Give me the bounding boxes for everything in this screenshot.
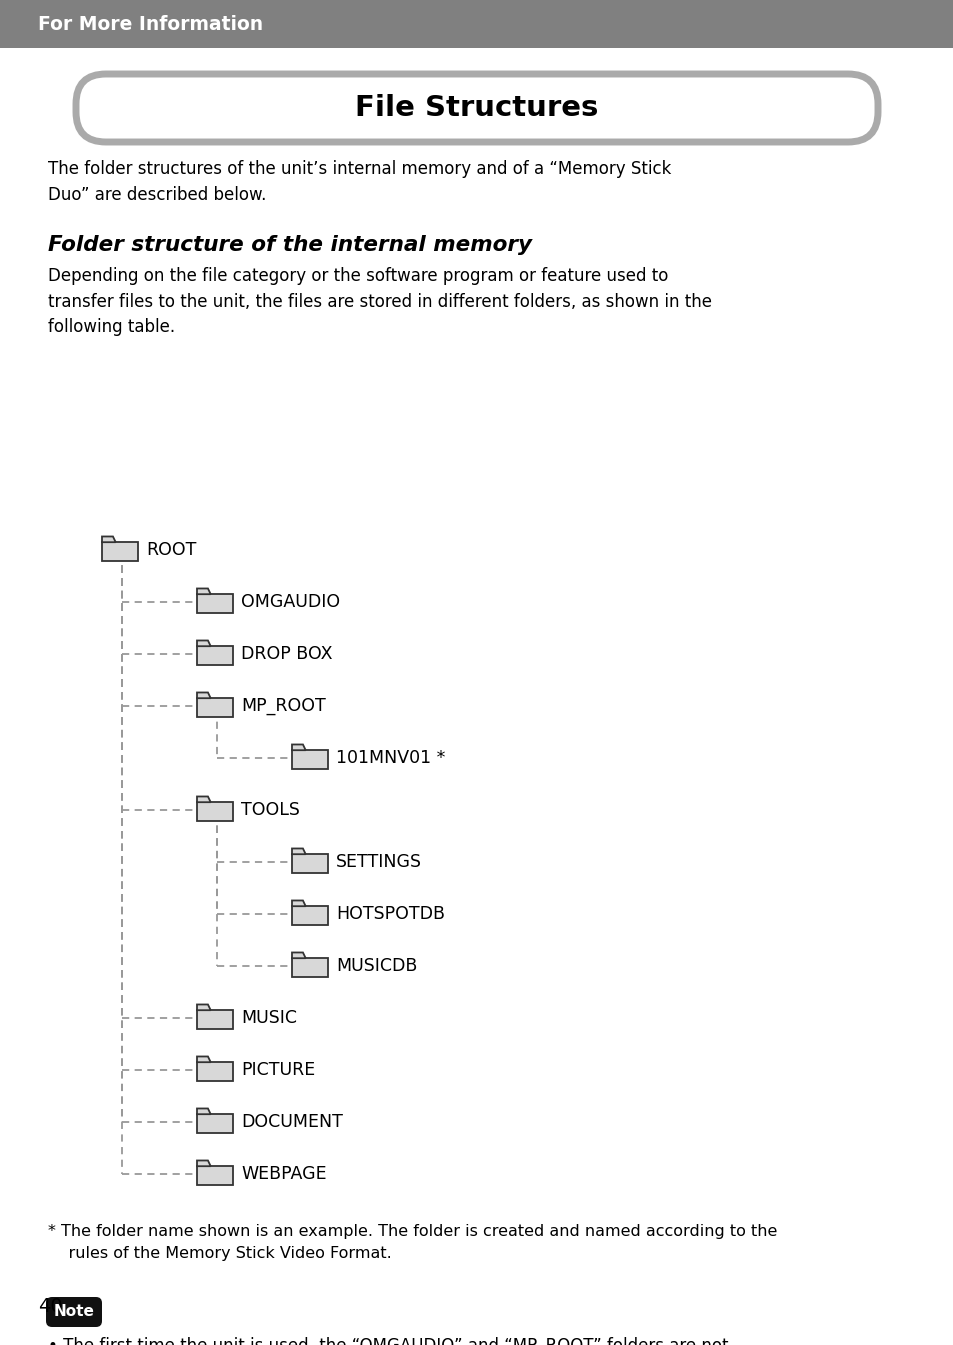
Polygon shape bbox=[196, 1114, 233, 1132]
Text: For More Information: For More Information bbox=[38, 15, 263, 34]
Polygon shape bbox=[196, 1161, 211, 1166]
FancyBboxPatch shape bbox=[76, 74, 877, 143]
Polygon shape bbox=[196, 1166, 233, 1185]
Text: * The folder name shown is an example. The folder is created and named according: * The folder name shown is an example. T… bbox=[48, 1224, 777, 1262]
Text: • The first time the unit is used, the “OMGAUDIO” and “MP_ROOT” folders are not
: • The first time the unit is used, the “… bbox=[48, 1337, 728, 1345]
Polygon shape bbox=[196, 594, 233, 613]
Bar bbox=[0, 0, 923, 38]
Polygon shape bbox=[292, 958, 328, 976]
Polygon shape bbox=[292, 745, 305, 751]
Polygon shape bbox=[292, 907, 328, 925]
Text: MP_ROOT: MP_ROOT bbox=[241, 697, 325, 716]
Text: Note: Note bbox=[53, 1305, 94, 1319]
Text: 40: 40 bbox=[38, 1298, 63, 1317]
Polygon shape bbox=[196, 796, 211, 802]
Polygon shape bbox=[196, 802, 233, 820]
FancyBboxPatch shape bbox=[46, 1297, 102, 1328]
Text: DOCUMENT: DOCUMENT bbox=[241, 1114, 342, 1131]
Text: OMGAUDIO: OMGAUDIO bbox=[241, 593, 340, 611]
Polygon shape bbox=[196, 646, 233, 664]
Text: File Structures: File Structures bbox=[355, 94, 598, 122]
Polygon shape bbox=[292, 952, 305, 958]
Text: TOOLS: TOOLS bbox=[241, 802, 299, 819]
Polygon shape bbox=[196, 698, 233, 717]
Text: HOTSPOTDB: HOTSPOTDB bbox=[335, 905, 444, 923]
Polygon shape bbox=[196, 589, 211, 594]
Polygon shape bbox=[196, 693, 211, 698]
Polygon shape bbox=[292, 751, 328, 769]
Text: Folder structure of the internal memory: Folder structure of the internal memory bbox=[48, 235, 532, 256]
Polygon shape bbox=[196, 1005, 211, 1010]
Text: DROP BOX: DROP BOX bbox=[241, 646, 333, 663]
Text: SETTINGS: SETTINGS bbox=[335, 853, 421, 872]
FancyBboxPatch shape bbox=[0, 0, 923, 48]
Text: ROOT: ROOT bbox=[146, 541, 196, 560]
Text: The folder structures of the unit’s internal memory and of a “Memory Stick
Duo” : The folder structures of the unit’s inte… bbox=[48, 160, 671, 203]
Text: WEBPAGE: WEBPAGE bbox=[241, 1165, 326, 1184]
Text: PICTURE: PICTURE bbox=[241, 1061, 314, 1079]
Polygon shape bbox=[196, 640, 211, 646]
Text: 101MNV01 *: 101MNV01 * bbox=[335, 749, 445, 767]
Polygon shape bbox=[292, 854, 328, 873]
Polygon shape bbox=[196, 1108, 211, 1114]
Polygon shape bbox=[102, 537, 115, 542]
Bar bbox=[0, 0, 953, 48]
Text: Depending on the file category or the software program or feature used to
transf: Depending on the file category or the so… bbox=[48, 268, 711, 336]
Polygon shape bbox=[196, 1063, 233, 1081]
Text: MUSIC: MUSIC bbox=[241, 1009, 296, 1028]
Polygon shape bbox=[196, 1010, 233, 1029]
Polygon shape bbox=[292, 901, 305, 907]
Text: MUSICDB: MUSICDB bbox=[335, 958, 416, 975]
Polygon shape bbox=[196, 1056, 211, 1063]
Polygon shape bbox=[292, 849, 305, 854]
Polygon shape bbox=[102, 542, 138, 561]
